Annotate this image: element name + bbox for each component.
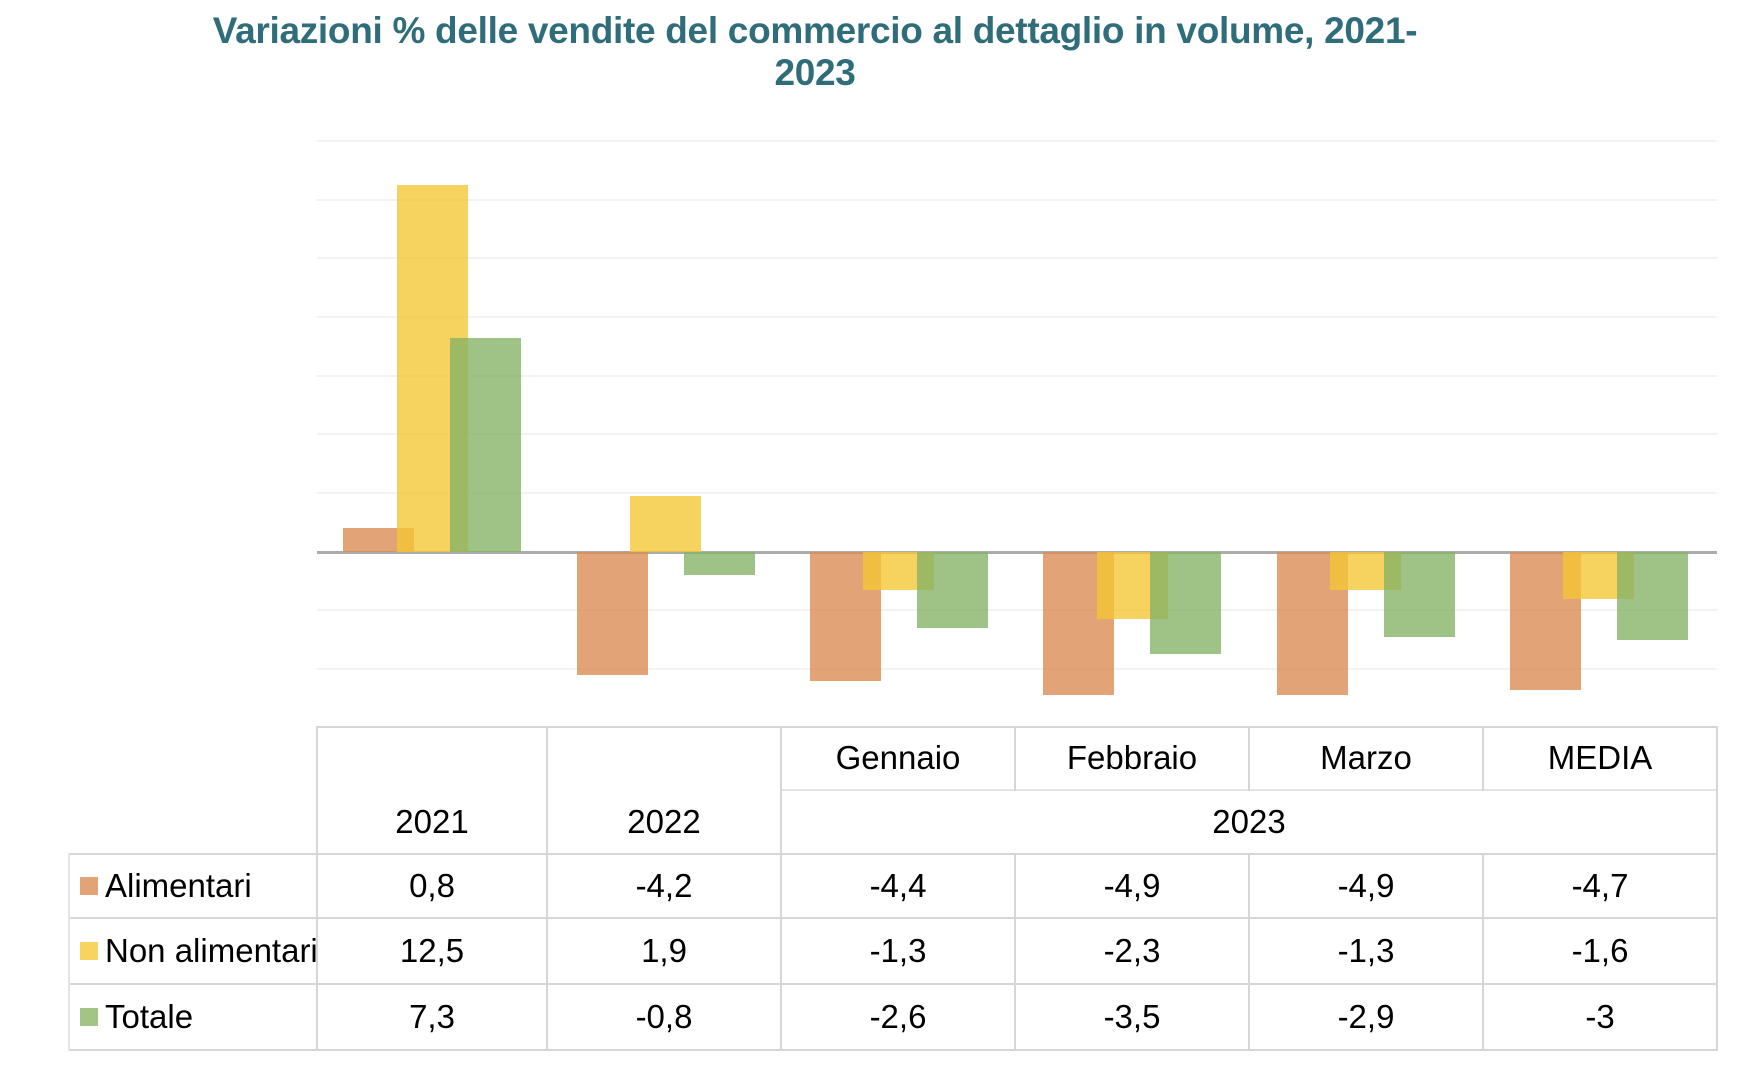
table-border [1248,726,1250,791]
table-border [1716,726,1718,1051]
table-border [316,726,318,1051]
gridline-6 [317,374,1717,377]
cell-totale-media: -3 [1585,998,1615,1035]
table-border [546,726,548,1051]
table-header-media: MEDIA [1547,739,1653,776]
cell-non-alimentari-2022: 1,9 [641,932,687,969]
legend-swatch-non-alimentari [80,942,98,960]
chart-plot [317,125,1717,700]
table-border [780,726,782,1051]
gridline--2 [317,609,1717,612]
cell-non-alimentari-gennaio: -1,3 [869,932,927,969]
table-border [317,726,1717,728]
bar-non-alimentari-2022 [630,495,702,552]
cell-alimentari-marzo: -4,9 [1337,867,1395,904]
bar-totale-2022 [683,551,755,576]
gridline-10 [317,257,1717,260]
table-border [1014,853,1016,1051]
cell-alimentari-media: -4,7 [1571,867,1629,904]
cell-totale-2022: -0,8 [635,998,693,1035]
gridline-2 [317,492,1717,495]
table-header-marzo: Marzo [1320,739,1412,776]
cell-totale-gennaio: -2,6 [869,998,927,1035]
cell-alimentari-2021: 0,8 [409,867,455,904]
chart-title: Variazioni % delle vendite del commercio… [212,10,1418,93]
cell-non-alimentari-marzo: -1,3 [1337,932,1395,969]
table-border [1014,726,1016,791]
legend-swatch-alimentari [80,877,98,895]
bar-alimentari-2022 [576,551,648,675]
row-label-non-alimentari: Non alimentari [105,932,318,969]
row-label-totale: Totale [105,998,194,1035]
gridline-12 [317,198,1717,201]
table-border [1482,853,1484,1051]
table-border [68,853,1717,855]
bar-totale-2021 [450,337,522,552]
bar-alimentari-2021 [343,528,415,552]
table-border [68,853,70,1051]
cell-alimentari-2022: -4,2 [635,867,693,904]
bar-totale-febbraio [1150,551,1222,655]
cell-alimentari-febbraio: -4,9 [1103,867,1161,904]
table-header-gennaio: Gennaio [835,739,961,776]
cell-totale-marzo: -2,9 [1337,998,1395,1035]
table-header-2021: 2021 [395,803,469,840]
gridline-14 [317,139,1717,142]
bar-totale-marzo [1383,551,1455,637]
cell-non-alimentari-2021: 12,5 [399,932,465,969]
bar-totale-media [1616,551,1688,640]
table-border [68,917,1717,919]
table-header-2023: 2023 [1212,803,1286,840]
table-border [68,1049,1717,1051]
gridline-8 [317,315,1717,318]
table-border [1248,853,1250,1051]
gridline-4 [317,433,1717,436]
row-label-alimentari: Alimentari [105,867,252,904]
zero-axis-line [317,550,1717,554]
table-header-2022: 2022 [627,803,701,840]
bar-totale-gennaio [916,551,988,628]
table-header-febbraio: Febbraio [1066,739,1198,776]
cell-non-alimentari-media: -1,6 [1571,932,1629,969]
cell-non-alimentari-febbraio: -2,3 [1103,932,1161,969]
cell-alimentari-gennaio: -4,4 [869,867,927,904]
table-border [1482,726,1484,791]
cell-totale-2021: 7,3 [409,998,455,1035]
gridline--4 [317,668,1717,671]
legend-swatch-totale [80,1008,98,1026]
cell-totale-febbraio: -3,5 [1103,998,1161,1035]
table-border [68,983,1717,985]
